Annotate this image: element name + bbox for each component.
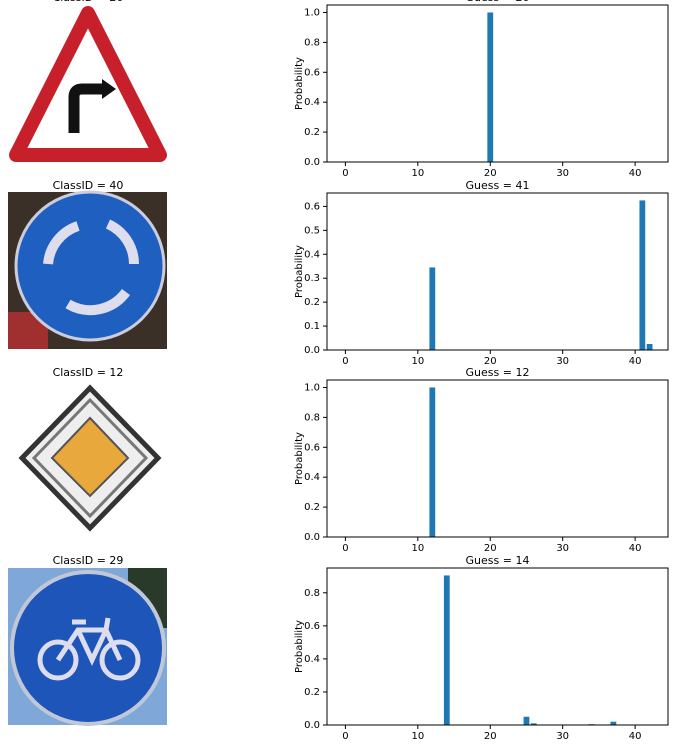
- x-tick-label: 30: [556, 356, 569, 367]
- bar: [523, 716, 530, 725]
- sign-image: [8, 380, 167, 537]
- chart-title: Guess = 14: [466, 554, 530, 567]
- x-tick-label: 20: [484, 168, 497, 179]
- bar: [610, 721, 617, 725]
- y-tick-label: 0.4: [304, 249, 320, 260]
- sign-image: [8, 568, 167, 726]
- x-tick-label: 30: [556, 731, 569, 742]
- x-tick-label: 30: [556, 168, 569, 179]
- sign-image: [8, 190, 167, 349]
- y-tick-label: 0.6: [304, 621, 320, 632]
- y-tick-label: 0.8: [304, 37, 320, 48]
- sign-image: [8, 5, 167, 162]
- plot-frame: [326, 567, 669, 726]
- y-tick-label: 0.2: [304, 502, 320, 513]
- plot-frame: [326, 192, 669, 351]
- x-tick-label: 10: [411, 168, 424, 179]
- x-tick-label: 0: [342, 731, 348, 742]
- y-tick-label: 1.0: [304, 382, 320, 393]
- x-tick-label: 40: [629, 731, 642, 742]
- y-tick-label: 0.8: [304, 588, 320, 599]
- x-tick-label: 20: [484, 543, 497, 554]
- plot-frame: [326, 4, 669, 163]
- chart-title: Guess = 12: [466, 366, 530, 379]
- x-tick-label: 0: [342, 356, 348, 367]
- x-tick-label: 0: [342, 168, 348, 179]
- image-title: ClassID = 29: [53, 554, 124, 567]
- x-tick-label: 10: [411, 543, 424, 554]
- y-tick-label: 0.2: [304, 687, 320, 698]
- chart-title: Guess = 20: [466, 0, 530, 4]
- y-tick-label: 0.2: [304, 127, 320, 138]
- y-axis-label: Probability: [294, 432, 305, 485]
- y-tick-label: 0.4: [304, 472, 320, 483]
- y-tick-label: 0.2: [304, 297, 320, 308]
- y-tick-label: 0.0: [304, 720, 320, 731]
- y-axis-label: Probability: [294, 57, 305, 110]
- bar: [639, 200, 646, 350]
- x-tick-label: 20: [484, 356, 497, 367]
- bar: [530, 723, 537, 725]
- x-tick-label: 0: [342, 543, 348, 554]
- y-tick-label: 0.5: [304, 225, 320, 236]
- x-tick-label: 40: [629, 168, 642, 179]
- image-title: ClassID = 12: [53, 366, 124, 379]
- y-tick-label: 0.6: [304, 67, 320, 78]
- y-tick-label: 0.0: [304, 532, 320, 543]
- x-tick-label: 40: [629, 356, 642, 367]
- bar: [646, 344, 653, 350]
- x-tick-label: 10: [411, 356, 424, 367]
- image-title: ClassID = 20: [53, 0, 124, 4]
- y-tick-label: 0.0: [304, 345, 320, 356]
- y-tick-label: 0.0: [304, 157, 320, 168]
- y-tick-label: 0.4: [304, 654, 320, 665]
- x-tick-label: 40: [629, 543, 642, 554]
- x-tick-label: 20: [484, 731, 497, 742]
- y-axis-label: Probability: [294, 245, 305, 298]
- bar: [429, 267, 436, 350]
- image-title: ClassID = 40: [53, 179, 124, 192]
- y-tick-label: 1.0: [304, 7, 320, 18]
- y-tick-label: 0.6: [304, 442, 320, 453]
- x-tick-label: 10: [411, 731, 424, 742]
- y-tick-label: 0.6: [304, 201, 320, 212]
- y-tick-label: 0.4: [304, 97, 320, 108]
- y-tick-label: 0.3: [304, 273, 320, 284]
- y-axis-label: Probability: [294, 620, 305, 673]
- y-tick-label: 0.1: [304, 321, 320, 332]
- bar: [429, 387, 436, 537]
- chart-title: Guess = 41: [466, 179, 530, 192]
- y-tick-label: 0.8: [304, 412, 320, 423]
- bar: [443, 575, 450, 725]
- x-tick-label: 30: [556, 543, 569, 554]
- plot-frame: [326, 379, 669, 538]
- bar: [487, 12, 494, 162]
